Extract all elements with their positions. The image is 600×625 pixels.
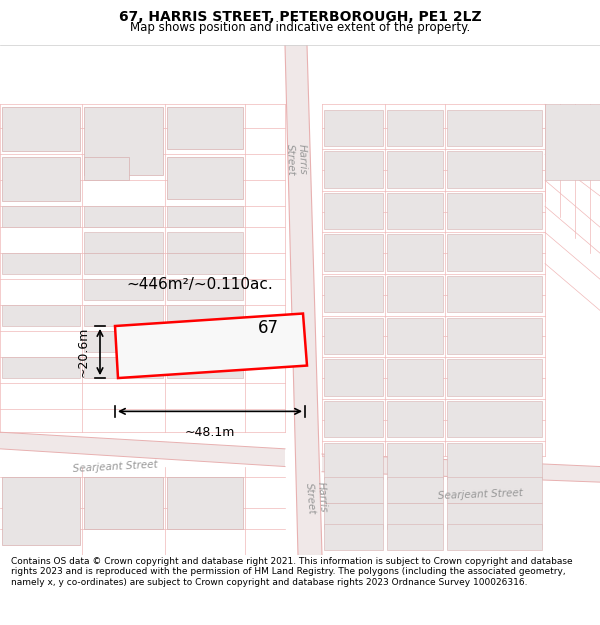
Bar <box>84 232 163 253</box>
Text: ~446m²/~0.110ac.: ~446m²/~0.110ac. <box>127 277 274 292</box>
Text: Map shows position and indicative extent of the property.: Map shows position and indicative extent… <box>130 21 470 34</box>
Bar <box>167 477 243 529</box>
Bar <box>324 359 383 396</box>
Bar <box>167 279 243 300</box>
Bar <box>167 253 243 274</box>
Bar <box>447 477 542 503</box>
Bar <box>387 276 443 312</box>
Bar <box>387 318 443 354</box>
Bar <box>387 192 443 229</box>
Bar <box>324 442 383 479</box>
Bar <box>447 151 542 188</box>
Bar <box>167 232 243 253</box>
Bar <box>324 109 383 146</box>
Text: 67, HARRIS STREET, PETERBOROUGH, PE1 2LZ: 67, HARRIS STREET, PETERBOROUGH, PE1 2LZ <box>119 10 481 24</box>
Text: ~48.1m: ~48.1m <box>185 426 235 439</box>
Bar <box>447 234 542 271</box>
Text: 67: 67 <box>257 319 278 337</box>
Bar <box>84 305 163 326</box>
Text: Harris
Street: Harris Street <box>304 481 328 514</box>
Bar <box>387 401 443 437</box>
Bar <box>447 109 542 146</box>
Polygon shape <box>285 45 322 555</box>
Bar <box>2 253 80 274</box>
Bar <box>324 192 383 229</box>
Polygon shape <box>322 454 600 482</box>
Bar <box>167 305 243 326</box>
Bar <box>84 253 163 274</box>
Bar <box>324 503 383 529</box>
Bar <box>387 524 443 550</box>
Bar <box>167 331 243 352</box>
Text: Harris
Street: Harris Street <box>284 143 307 176</box>
Bar <box>84 279 163 300</box>
Bar <box>84 206 163 227</box>
Bar <box>447 524 542 550</box>
Polygon shape <box>545 104 600 180</box>
Text: Searjeant Street: Searjeant Street <box>72 459 158 474</box>
Bar <box>447 503 542 529</box>
Bar <box>84 477 163 529</box>
Text: ~20.6m: ~20.6m <box>77 327 90 378</box>
Bar <box>447 318 542 354</box>
Bar <box>167 107 243 149</box>
Bar <box>167 158 243 199</box>
Bar <box>447 401 542 437</box>
Bar <box>447 442 542 479</box>
Bar <box>387 151 443 188</box>
Text: Contains OS data © Crown copyright and database right 2021. This information is : Contains OS data © Crown copyright and d… <box>11 557 572 587</box>
Bar <box>167 206 243 227</box>
Bar <box>447 192 542 229</box>
Bar <box>2 158 80 201</box>
Bar <box>447 359 542 396</box>
Bar <box>324 234 383 271</box>
Bar <box>324 401 383 437</box>
Bar <box>324 151 383 188</box>
Bar <box>324 276 383 312</box>
Bar <box>324 318 383 354</box>
Bar <box>84 107 163 175</box>
Bar <box>387 477 443 503</box>
Bar <box>2 357 80 378</box>
Bar <box>84 331 163 352</box>
Bar <box>387 442 443 479</box>
Bar <box>387 234 443 271</box>
Bar <box>324 524 383 550</box>
Bar <box>167 357 243 378</box>
Polygon shape <box>115 314 307 378</box>
Polygon shape <box>0 432 285 466</box>
Bar <box>2 206 80 227</box>
Bar <box>2 107 80 151</box>
Bar <box>84 158 129 180</box>
Bar <box>387 109 443 146</box>
Bar <box>387 359 443 396</box>
Bar <box>324 477 383 503</box>
Text: Searjeant Street: Searjeant Street <box>437 488 523 501</box>
Bar <box>2 305 80 326</box>
Bar <box>84 357 163 378</box>
Bar <box>387 503 443 529</box>
Bar <box>2 477 80 544</box>
Bar <box>447 276 542 312</box>
